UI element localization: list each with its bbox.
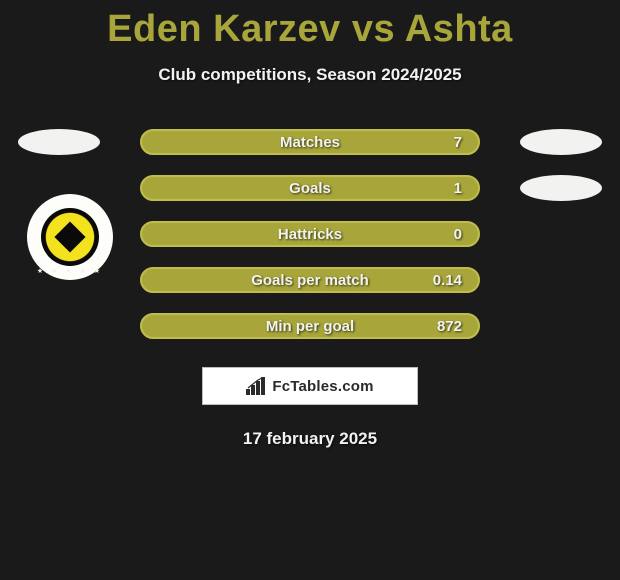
stat-value: 7 (454, 134, 462, 151)
stat-row: Matches 7 (140, 129, 480, 155)
stat-value: 0 (454, 226, 462, 243)
team-crest: ★ ★ ★ ★ ★ (27, 194, 113, 280)
stat-row: Goals per match 0.14 (140, 267, 480, 293)
stat-value: 872 (437, 318, 462, 335)
player-right-placeholder (520, 129, 602, 155)
stat-value: 0.14 (433, 272, 462, 289)
player-right-placeholder-2 (520, 175, 602, 201)
stat-row: Min per goal 872 (140, 313, 480, 339)
stat-row: Goals 1 (140, 175, 480, 201)
bar-chart-icon (246, 377, 266, 395)
stats-area: ★ ★ ★ ★ ★ Matches 7 Goals 1 Hattricks 0 Goals … (0, 129, 620, 339)
crest-stars: ★ ★ ★ ★ ★ (25, 267, 115, 283)
stat-label: Matches (280, 134, 340, 151)
subtitle: Club competitions, Season 2024/2025 (0, 65, 620, 85)
stat-label: Goals (289, 180, 331, 197)
brand-text: FcTables.com (272, 378, 373, 395)
date-text: 17 february 2025 (0, 429, 620, 449)
root: Eden Karzev vs Ashta Club competitions, … (0, 0, 620, 580)
stat-value: 1 (454, 180, 462, 197)
stat-row: Hattricks 0 (140, 221, 480, 247)
player-left-placeholder (18, 129, 100, 155)
stat-label: Goals per match (251, 272, 369, 289)
brand-box[interactable]: FcTables.com (202, 367, 418, 405)
stat-label: Min per goal (266, 318, 354, 335)
stat-label: Hattricks (278, 226, 342, 243)
page-title: Eden Karzev vs Ashta (0, 0, 620, 51)
team-crest-inner (41, 208, 99, 266)
diamond-icon (54, 221, 85, 252)
